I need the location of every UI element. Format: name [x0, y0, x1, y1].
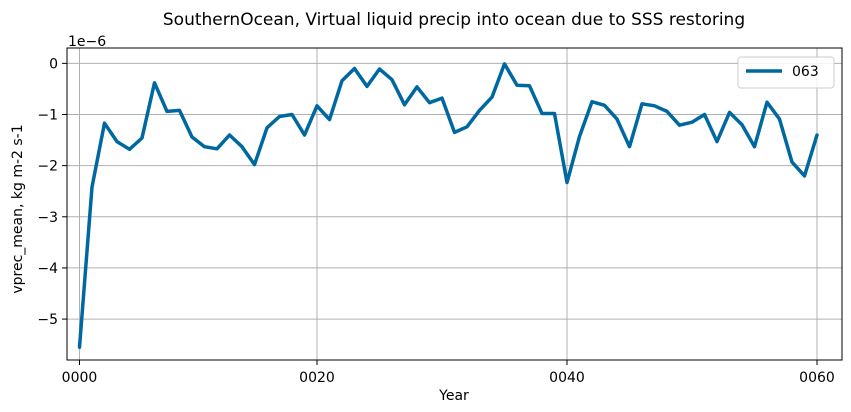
data-point [778, 118, 781, 120]
data-point [303, 134, 306, 136]
data-point [703, 113, 706, 116]
y-axis-label: vprec_mean, kg m-2 s-1 [10, 124, 26, 293]
data-point [553, 112, 556, 115]
data-point [678, 124, 681, 126]
data-point [328, 119, 331, 121]
data-point [466, 126, 468, 128]
y-tick-label: −4 [37, 261, 58, 277]
data-point [353, 67, 356, 70]
data-point [666, 110, 668, 112]
data-point [816, 134, 818, 136]
data-point [128, 148, 131, 150]
data-point [216, 148, 218, 150]
data-point [228, 134, 231, 136]
data-point [753, 146, 756, 148]
x-tick-label: 0000 [62, 370, 98, 386]
data-point [116, 141, 118, 143]
data-point [728, 111, 731, 113]
data-point [628, 146, 631, 148]
series-layer [77, 62, 819, 349]
y-tick-label: −3 [37, 210, 58, 226]
data-point [416, 86, 418, 88]
data-point [178, 109, 181, 111]
y-axis-offset-label: 1e−6 [68, 34, 106, 50]
data-point [603, 104, 606, 106]
legend-label: 063 [792, 64, 819, 80]
data-point [716, 141, 718, 143]
data-point [141, 137, 143, 139]
chart-title: SouthernOcean, Virtual liquid precip int… [163, 10, 745, 30]
data-point [503, 63, 506, 65]
data-point [191, 136, 193, 138]
data-point [478, 109, 481, 111]
y-tick-label: −5 [37, 312, 58, 328]
data-point [653, 105, 656, 107]
data-point [291, 113, 293, 116]
x-axis-label: Year [438, 388, 469, 404]
x-tick-label: 0040 [549, 370, 585, 386]
legend: 063 [737, 56, 835, 89]
data-point [378, 68, 381, 70]
data-point [441, 97, 443, 99]
data-point [453, 131, 456, 133]
data-point [691, 121, 693, 123]
y-tick-label: −1 [37, 107, 58, 123]
data-point [591, 101, 593, 103]
data-point [166, 110, 168, 112]
legend-box [737, 56, 835, 89]
data-point [391, 79, 393, 81]
axis-ticks: 0000 0020 0040 0060 0 −1 −2 −3 −4 −5 [37, 56, 834, 386]
data-point [803, 175, 806, 177]
data-point [578, 135, 581, 138]
plot-area-frame [66, 47, 843, 361]
y-tick-label: −2 [37, 159, 58, 175]
data-point [641, 103, 643, 105]
data-point [316, 105, 318, 107]
data-point [791, 161, 793, 163]
data-point [278, 115, 281, 118]
data-point [541, 112, 543, 115]
data-point [428, 102, 431, 104]
data-point [516, 84, 518, 86]
data-point [741, 124, 743, 126]
data-point [491, 96, 493, 98]
data-point [266, 127, 268, 129]
x-tick-label: 0060 [799, 370, 835, 386]
y-tick-label: 0 [49, 56, 58, 72]
data-point [366, 85, 368, 87]
data-point [241, 146, 243, 148]
series-line-063 [77, 62, 819, 349]
data-point [341, 80, 343, 82]
data-point [103, 122, 106, 124]
data-point [91, 186, 93, 188]
data-point [766, 101, 768, 103]
grid-lines [67, 48, 842, 360]
data-point [616, 118, 618, 120]
x-tick-label: 0020 [299, 370, 335, 386]
data-point [78, 346, 81, 348]
data-point [153, 82, 156, 84]
data-point [403, 104, 406, 106]
data-point [253, 164, 256, 166]
data-point [203, 146, 206, 148]
data-point [528, 85, 531, 87]
data-point [566, 181, 568, 184]
